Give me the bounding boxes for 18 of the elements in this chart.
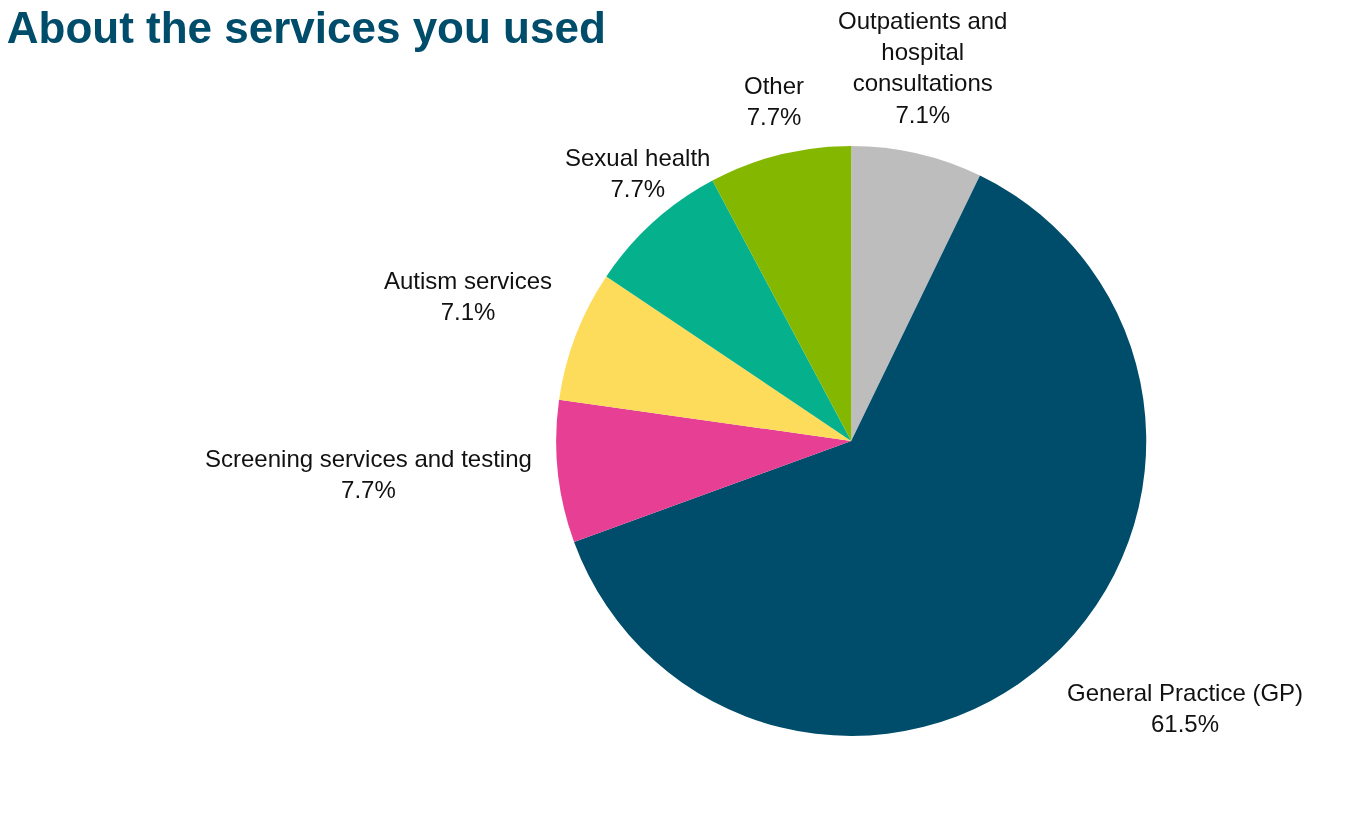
- slice-label: Outpatients and hospital consultations: [838, 7, 1008, 97]
- pie-slice: [606, 180, 852, 441]
- chart-title: About the services you used: [6, 3, 606, 53]
- slice-label: Other: [744, 72, 805, 99]
- data-label: 7.1%: [895, 100, 951, 128]
- slice-label: Sexual health: [565, 144, 711, 171]
- data-label: 7.7%: [341, 476, 396, 504]
- pie-slice: [556, 399, 852, 543]
- data-label: 7.7%: [610, 175, 666, 203]
- data-label: 7.1%: [440, 298, 496, 326]
- data-label: 61.5%: [1151, 710, 1220, 738]
- slice-label: Screening services and testing: [205, 445, 532, 472]
- pie-slice: [559, 276, 852, 441]
- pie-slice: [851, 145, 980, 441]
- data-label: 7.7%: [746, 103, 802, 131]
- slice-label: General Practice (GP): [1067, 679, 1304, 706]
- pie-slice: [712, 145, 852, 441]
- slice-label: Autism services: [384, 267, 553, 294]
